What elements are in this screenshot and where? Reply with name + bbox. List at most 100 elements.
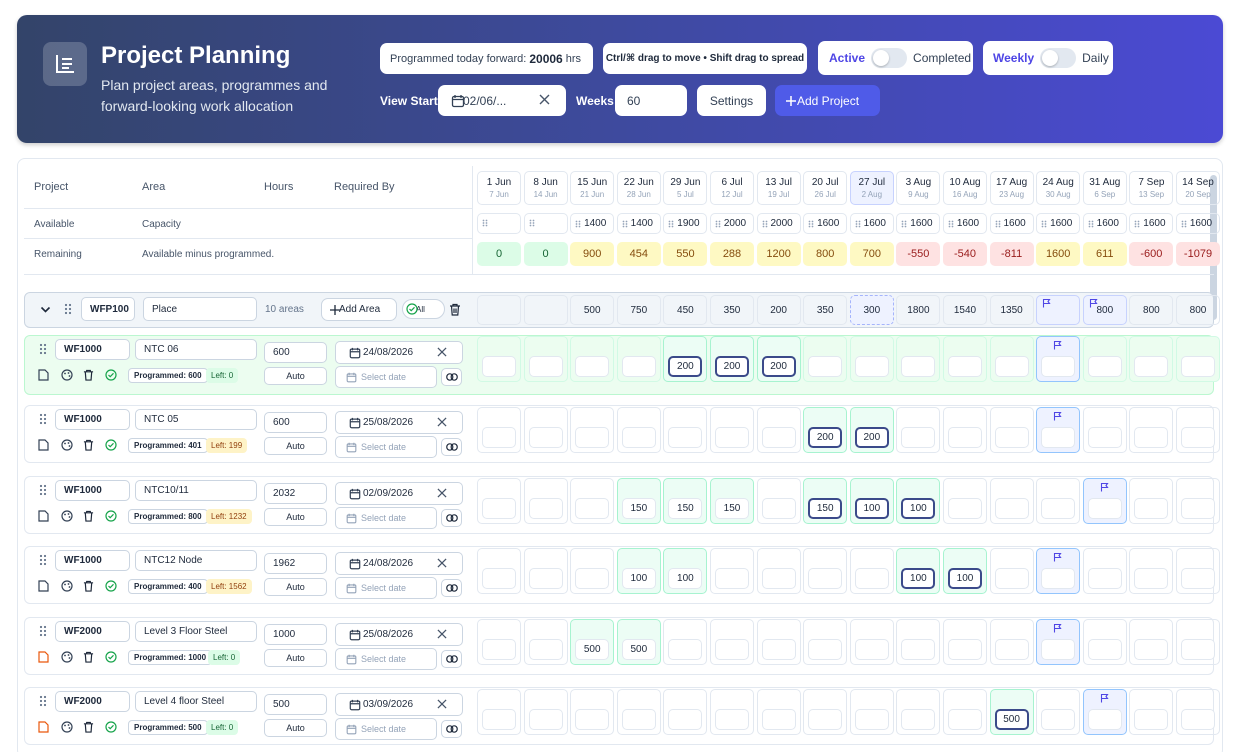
hours-input[interactable] xyxy=(482,356,516,377)
hours-input[interactable]: 1962 xyxy=(264,553,327,574)
start-date-field[interactable]: Select date xyxy=(335,718,437,740)
week-cell[interactable]: 100 xyxy=(849,478,894,524)
week-cell[interactable] xyxy=(989,336,1034,382)
hours-input[interactable] xyxy=(1087,498,1122,519)
hours-input[interactable] xyxy=(901,709,936,730)
area-name-input[interactable]: NTC 05 xyxy=(135,409,257,430)
hours-input[interactable] xyxy=(761,427,796,448)
required-by-field[interactable]: 03/09/2026 xyxy=(335,693,463,716)
week-cell[interactable] xyxy=(803,689,848,735)
week-cell[interactable] xyxy=(1036,548,1081,594)
week-cell[interactable]: 200 xyxy=(663,336,708,382)
capacity-cell[interactable]: 2000 xyxy=(756,213,801,234)
hours-input[interactable] xyxy=(854,356,889,377)
week-cell[interactable] xyxy=(523,689,568,735)
hours-input[interactable] xyxy=(761,568,796,589)
hours-input[interactable]: 600 xyxy=(264,412,327,433)
clear-date-icon[interactable] xyxy=(437,347,447,357)
capacity-cell[interactable]: 2000 xyxy=(710,213,754,234)
hours-input[interactable] xyxy=(1181,427,1215,448)
hours-input[interactable]: 100 xyxy=(621,568,656,589)
required-by-field[interactable]: 25/08/2026 xyxy=(335,623,463,646)
clear-date-icon[interactable] xyxy=(437,488,447,498)
mode-select[interactable]: Auto xyxy=(264,719,327,737)
week-cell[interactable] xyxy=(523,407,568,453)
chevron-down-icon[interactable] xyxy=(40,304,51,315)
hours-input[interactable] xyxy=(1181,709,1215,730)
hours-input[interactable]: 150 xyxy=(621,498,656,519)
week-cell[interactable] xyxy=(1082,689,1127,735)
drag-handle-icon[interactable] xyxy=(64,303,72,315)
area-name-input[interactable]: Level 3 Floor Steel xyxy=(135,621,257,642)
week-cell[interactable] xyxy=(896,336,941,382)
project-code-input[interactable]: WFP100 xyxy=(81,297,135,321)
week-cell[interactable] xyxy=(570,548,615,594)
capacity-cell[interactable]: 1600 xyxy=(849,213,894,234)
hours-input[interactable] xyxy=(621,427,656,448)
drag-handle-icon[interactable] xyxy=(39,343,47,355)
week-cell[interactable] xyxy=(616,336,661,382)
hours-input[interactable] xyxy=(994,639,1029,660)
hours-input[interactable] xyxy=(528,709,563,730)
hours-input[interactable] xyxy=(994,568,1029,589)
week-cell[interactable] xyxy=(523,336,568,382)
hours-input[interactable] xyxy=(1087,427,1122,448)
hours-input[interactable]: 150 xyxy=(715,498,749,519)
week-cell[interactable] xyxy=(1176,619,1220,665)
hours-input[interactable]: 600 xyxy=(264,342,327,363)
week-cell[interactable] xyxy=(1129,407,1174,453)
week-cell[interactable] xyxy=(803,619,848,665)
hours-input[interactable]: 500 xyxy=(264,694,327,715)
week-cell[interactable] xyxy=(1176,478,1220,524)
required-by-field[interactable]: 24/08/2026 xyxy=(335,341,463,364)
capacity-cell[interactable]: 1400 xyxy=(570,213,615,234)
hours-input[interactable] xyxy=(575,709,610,730)
hours-input[interactable] xyxy=(1134,356,1169,377)
week-cell[interactable] xyxy=(756,548,801,594)
hours-input[interactable] xyxy=(528,498,563,519)
week-cell[interactable] xyxy=(1176,407,1220,453)
drag-handle-icon[interactable] xyxy=(39,554,47,566)
check-circle-icon[interactable] xyxy=(105,439,117,451)
period-toggle[interactable]: Weekly Daily xyxy=(983,41,1113,75)
document-icon[interactable] xyxy=(38,439,49,451)
hours-input[interactable] xyxy=(575,427,610,448)
week-cell[interactable]: 500 xyxy=(989,689,1034,735)
area-name-input[interactable]: NTC10/11 xyxy=(135,480,257,501)
hours-input[interactable] xyxy=(482,427,516,448)
hours-input[interactable] xyxy=(482,639,516,660)
capacity-cell[interactable]: 1600 xyxy=(803,213,848,234)
week-cell[interactable] xyxy=(943,689,987,735)
hours-input[interactable] xyxy=(1134,639,1169,660)
hours-input[interactable] xyxy=(948,639,982,660)
week-cell[interactable]: 500 xyxy=(616,619,661,665)
week-cell[interactable]: 100 xyxy=(663,548,708,594)
hours-input[interactable] xyxy=(761,498,796,519)
palette-icon[interactable] xyxy=(61,721,73,733)
week-cell[interactable] xyxy=(1129,689,1174,735)
week-cell[interactable] xyxy=(477,407,521,453)
period-switch[interactable] xyxy=(1040,48,1077,68)
hours-input[interactable] xyxy=(1041,356,1076,377)
week-cell[interactable] xyxy=(616,689,661,735)
hours-input[interactable] xyxy=(668,427,703,448)
hours-input[interactable] xyxy=(854,709,889,730)
week-cell[interactable] xyxy=(1036,336,1081,382)
hours-input[interactable]: 150 xyxy=(668,498,703,519)
week-cell[interactable] xyxy=(943,407,987,453)
document-icon[interactable] xyxy=(38,510,49,522)
hours-input[interactable]: 200 xyxy=(715,356,749,377)
week-cell[interactable] xyxy=(663,407,708,453)
mode-select[interactable]: Auto xyxy=(264,367,327,385)
hours-input[interactable] xyxy=(668,709,703,730)
week-cell[interactable] xyxy=(756,689,801,735)
hours-input[interactable] xyxy=(948,356,982,377)
hours-input[interactable] xyxy=(1087,356,1122,377)
capacity-cell[interactable] xyxy=(523,213,568,234)
palette-icon[interactable] xyxy=(61,580,73,592)
link-icon[interactable] xyxy=(441,720,462,738)
hours-input[interactable]: 100 xyxy=(668,568,703,589)
required-by-field[interactable]: 25/08/2026 xyxy=(335,411,463,434)
start-date-field[interactable]: Select date xyxy=(335,436,437,458)
week-cell[interactable]: 100 xyxy=(896,478,941,524)
